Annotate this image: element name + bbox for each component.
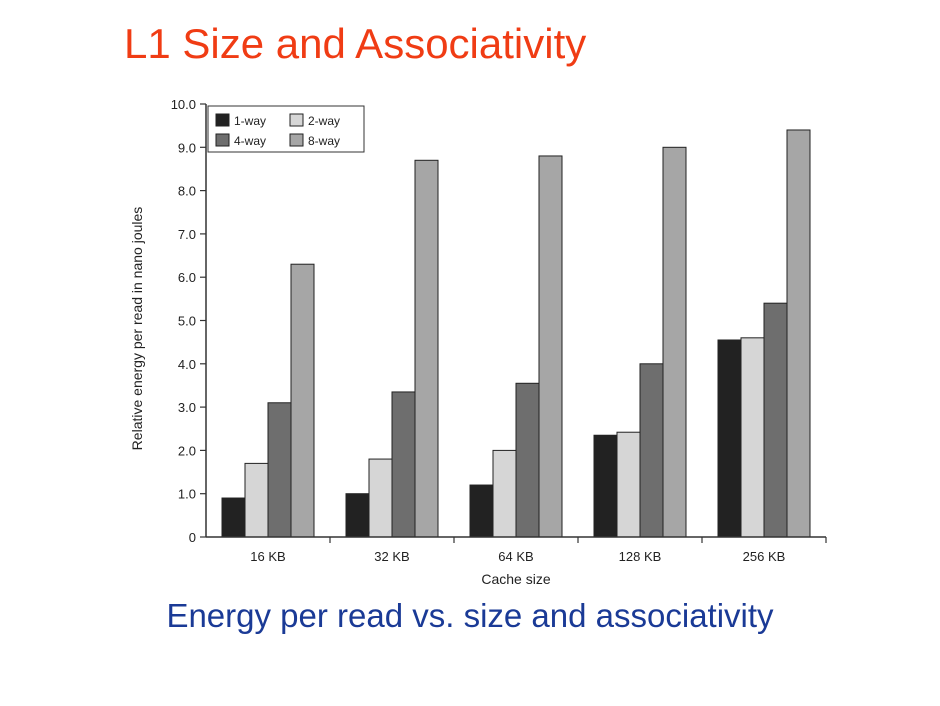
chart-legend: 1-way 2-way 4-way 8-way: [207, 105, 365, 153]
legend-label-1-way: 1-way: [234, 114, 266, 128]
y-tick-label: 3.0: [178, 400, 196, 415]
bar-2-way-256kb: [740, 337, 765, 538]
bar-4-way-128kb: [639, 363, 664, 538]
bar-8-way-256kb: [786, 129, 811, 538]
bar-1-way-128kb: [593, 434, 618, 538]
bar-1-way-32kb: [345, 493, 370, 538]
bar-2-way-16kb: [244, 462, 269, 538]
x-tick-label: 64 KB: [498, 549, 533, 564]
bar-1-way-256kb: [717, 339, 742, 538]
legend-swatch-2-way: [289, 113, 304, 127]
x-tick-label: 256 KB: [743, 549, 786, 564]
bar-2-way-64kb: [492, 449, 517, 538]
bar-4-way-32kb: [391, 391, 416, 538]
y-axis-ticks: 0 1.0 2.0 3.0 4.0 5.0 6.0 7.0 8.0 9.0 10.0: [171, 97, 206, 545]
y-tick-label: 6.0: [178, 270, 196, 285]
slide-title: L1 Size and Associativity: [124, 20, 587, 67]
y-tick-label: 7.0: [178, 227, 196, 242]
bar-8-way-16kb: [290, 263, 315, 538]
bar-2-way-32kb: [368, 458, 393, 538]
y-tick-label: 5.0: [178, 314, 196, 329]
legend-label-8-way: 8-way: [308, 134, 340, 148]
legend-label-4-way: 4-way: [234, 134, 266, 148]
y-tick-label: 2.0: [178, 443, 196, 458]
y-tick-label: 4.0: [178, 357, 196, 372]
y-tick-label: 10.0: [171, 97, 196, 112]
legend-label-2-way: 2-way: [308, 114, 340, 128]
slide-caption: Energy per read vs. size and associativi…: [166, 597, 774, 634]
y-axis-title: Relative energy per read in nano joules: [129, 207, 145, 451]
y-tick-label: 9.0: [178, 140, 196, 155]
bar-4-way-256kb: [763, 302, 788, 538]
x-tick-label: 128 KB: [619, 549, 662, 564]
x-tick-label: 32 KB: [374, 549, 409, 564]
bar-4-way-64kb: [515, 382, 540, 538]
legend-swatch-1-way: [215, 113, 230, 127]
bar-1-way-64kb: [469, 484, 494, 538]
legend-swatch-4-way: [215, 133, 230, 147]
legend-swatch-8-way: [289, 133, 304, 147]
y-tick-label: 8.0: [178, 184, 196, 199]
y-tick-label: 0: [189, 530, 196, 545]
bar-series: [221, 129, 811, 538]
x-tick-label: 16 KB: [250, 549, 285, 564]
x-axis-ticks: 16 KB 32 KB 64 KB 128 KB 256 KB: [250, 537, 827, 564]
bar-4-way-16kb: [267, 402, 292, 538]
y-tick-label: 1.0: [178, 487, 196, 502]
bar-1-way-16kb: [221, 497, 246, 538]
legend-box: [207, 105, 365, 153]
bar-8-way-128kb: [662, 146, 687, 538]
x-axis-title: Cache size: [481, 571, 550, 587]
bar-8-way-64kb: [538, 155, 563, 538]
bar-2-way-128kb: [616, 431, 641, 538]
bar-8-way-32kb: [414, 159, 439, 538]
